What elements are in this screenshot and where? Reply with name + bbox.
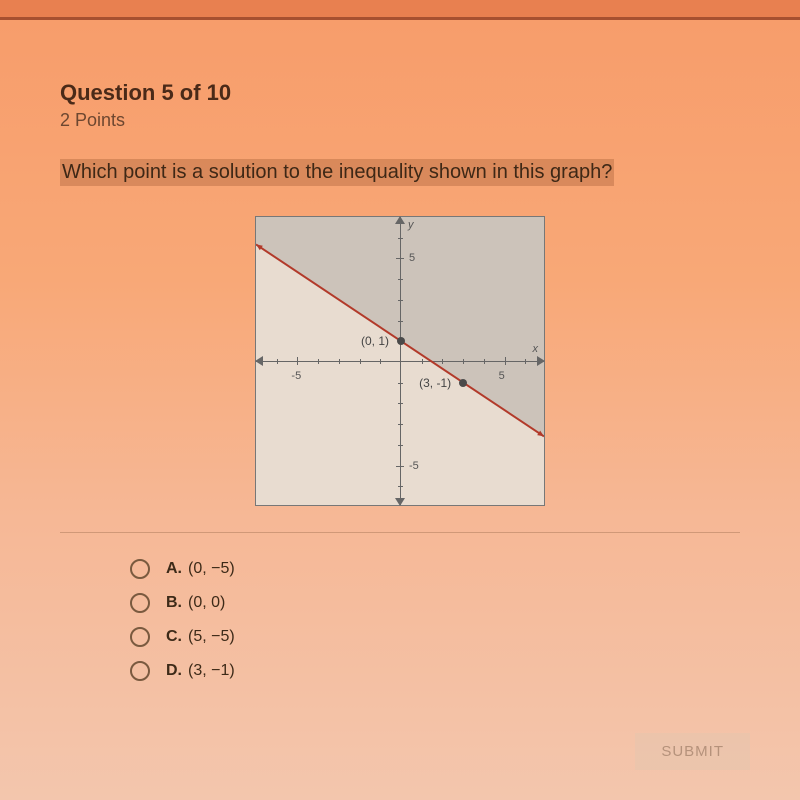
y-tick-label: -5: [409, 460, 419, 472]
option-letter: A.: [166, 560, 182, 578]
answer-option-b[interactable]: B. (0, 0): [130, 593, 740, 613]
app-top-bar: [0, 0, 800, 20]
question-prompt: Which point is a solution to the inequal…: [60, 159, 614, 186]
question-points: 2 Points: [60, 110, 740, 131]
option-text: (3, −1): [188, 662, 235, 680]
option-letter: D.: [166, 662, 182, 680]
answer-option-a[interactable]: A. (0, −5): [130, 559, 740, 579]
y-tick-label: 5: [409, 252, 415, 264]
answer-options: A. (0, −5) B. (0, 0) C. (5, −5) D. (3, −1): [60, 559, 740, 681]
option-text: (5, −5): [188, 628, 235, 646]
submit-button[interactable]: SUBMIT: [635, 733, 750, 770]
option-text: (0, −5): [188, 560, 235, 578]
section-divider: [60, 532, 740, 533]
question-header: Question 5 of 10 2 Points: [60, 80, 740, 131]
graph-point-label: (3, -1): [419, 376, 451, 390]
question-content: Question 5 of 10 2 Points Which point is…: [0, 20, 800, 681]
option-letter: C.: [166, 628, 182, 646]
option-letter: B.: [166, 594, 182, 612]
graph-point: [397, 337, 405, 345]
answer-option-c[interactable]: C. (5, −5): [130, 627, 740, 647]
inequality-graph: x y -55-55(0, 1)(3, -1): [255, 216, 545, 506]
radio-icon[interactable]: [130, 661, 150, 681]
radio-icon[interactable]: [130, 593, 150, 613]
radio-icon[interactable]: [130, 559, 150, 579]
question-number: Question 5 of 10: [60, 80, 740, 106]
prompt-wrap: Which point is a solution to the inequal…: [60, 159, 740, 186]
radio-icon[interactable]: [130, 627, 150, 647]
answer-option-d[interactable]: D. (3, −1): [130, 661, 740, 681]
x-tick-label: -5: [291, 370, 301, 382]
graph-point: [459, 379, 467, 387]
x-tick-label: 5: [499, 370, 505, 382]
inequality-line: [256, 217, 544, 505]
graph-point-label: (0, 1): [361, 334, 389, 348]
option-text: (0, 0): [188, 594, 225, 612]
